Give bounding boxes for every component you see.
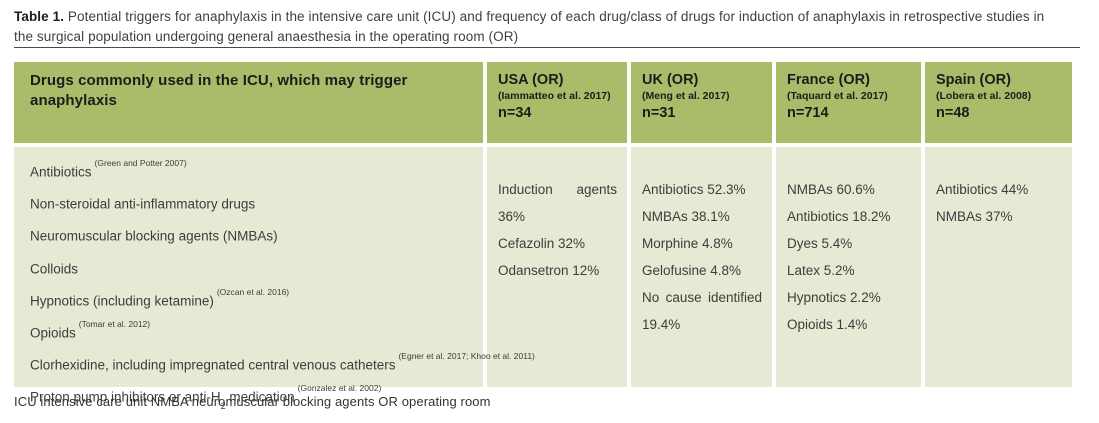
header-france-citation: (Taquard et al. 2017) <box>787 90 888 102</box>
frequency-item: NMBAs 38.1% <box>642 209 730 224</box>
drug-subscript: 2 <box>220 400 226 411</box>
drugs-list-cell: Antibiotics(Green and Potter 2007) Non-s… <box>14 147 535 423</box>
frequency-item: Antibiotics 44% <box>936 182 1029 197</box>
spain-frequencies-cell: Antibiotics 44% NMBAs 37% <box>925 147 1072 387</box>
drug-text: Antibiotics <box>30 164 92 180</box>
france-frequencies-cell: NMBAs 60.6% Antibiotics 18.2% Dyes 5.4% … <box>776 147 921 387</box>
header-uk-citation: (Meng et al. 2017) <box>642 90 730 102</box>
drug-citation: (Tomar et al. 2012) <box>78 318 151 329</box>
header-uk: UK (OR) (Meng et al. 2017) n=31 <box>631 62 772 143</box>
frequency-item: Induction agents 36% <box>498 182 617 224</box>
header-drugs-column: Drugs commonly used in the ICU, which ma… <box>14 62 483 143</box>
header-uk-n: n=31 <box>642 105 676 121</box>
frequency-item: Gelofusine 4.8% <box>642 263 742 278</box>
header-usa: USA (OR) (Iammatteo et al. 2017) n=34 <box>487 62 627 143</box>
drug-text-after: medication <box>225 389 295 405</box>
frequency-item: Morphine 4.8% <box>642 236 733 251</box>
drug-row: Non-steroidal anti-inflammatory drugs <box>30 189 471 221</box>
drug-row: Opioids(Tomar et al. 2012) <box>30 318 471 350</box>
frequency-item: NMBAs 37% <box>936 209 1013 224</box>
drug-row: Clorhexidine, including impregnated cent… <box>30 350 535 382</box>
drug-text: Neuromuscular blocking agents (NMBAs) <box>30 228 278 244</box>
drug-text: Non-steroidal anti-inflammatory drugs <box>30 196 256 212</box>
drug-text: Clorhexidine, including impregnated cent… <box>30 357 396 373</box>
table-footnote: ICU intensive care unit NMBA neuromuscul… <box>14 394 491 409</box>
frequency-item: Cefazolin 32% <box>498 236 586 251</box>
header-france: France (OR) (Taquard et al. 2017) n=714 <box>776 62 921 143</box>
header-france-name: France (OR) <box>787 72 870 88</box>
header-spain-n: n=48 <box>936 105 970 121</box>
usa-frequencies-cell: Induction agents 36% Cefazolin 32% Odans… <box>487 147 627 387</box>
drug-text: Colloids <box>30 261 79 277</box>
frequency-item: No cause identified 19.4% <box>642 290 762 332</box>
header-usa-citation: (Iammatteo et al. 2017) <box>498 90 611 102</box>
frequency-item: Antibiotics 52.3% <box>642 182 746 197</box>
frequency-item: Antibiotics 18.2% <box>787 209 891 224</box>
header-usa-name: USA (OR) <box>498 72 564 88</box>
frequency-item: Dyes 5.4% <box>787 236 853 251</box>
frequency-item: Latex 5.2% <box>787 263 855 278</box>
drug-citation: (Gonzalez et al. 2002) <box>297 383 382 394</box>
frequency-item: Opioids 1.4% <box>787 317 868 332</box>
drug-row: Latex <box>30 415 471 423</box>
drug-citation: (Egner et al. 2017; Khoo et al. 2011) <box>398 351 535 362</box>
header-france-n: n=714 <box>787 105 829 121</box>
drug-row: Colloids <box>30 254 471 286</box>
drug-row: Hypnotics (including ketamine)(Ozcan et … <box>30 286 471 318</box>
frequency-item: Odansetron 12% <box>498 263 600 278</box>
table-caption: Table 1. Potential triggers for anaphyla… <box>14 7 1062 46</box>
drug-citation: (Ozcan et al. 2016) <box>216 286 290 297</box>
frequency-item: Hypnotics 2.2% <box>787 290 881 305</box>
drug-citation: (Green and Potter 2007) <box>94 158 187 168</box>
header-spain-name: Spain (OR) <box>936 72 1011 88</box>
table-caption-text: Potential triggers for anaphylaxis in th… <box>14 9 1045 44</box>
drug-text: Hypnotics (including ketamine) <box>30 293 214 309</box>
drug-text: Opioids <box>30 325 76 341</box>
drug-row: Neuromuscular blocking agents (NMBAs) <box>30 221 471 253</box>
header-spain-citation: (Lobera et al. 2008) <box>936 90 1032 102</box>
drug-row: Antibiotics(Green and Potter 2007) <box>30 157 471 189</box>
drug-text: Proton pump inhibitors or anti-H <box>30 389 221 405</box>
caption-divider <box>14 47 1080 48</box>
header-usa-n: n=34 <box>498 105 532 121</box>
triggers-table: Drugs commonly used in the ICU, which ma… <box>14 62 1072 423</box>
uk-frequencies-cell: Antibiotics 52.3% NMBAs 38.1% Morphine 4… <box>631 147 772 387</box>
table-caption-label: Table 1. <box>14 9 65 24</box>
frequency-item: NMBAs 60.6% <box>787 182 875 197</box>
header-uk-name: UK (OR) <box>642 72 699 88</box>
drug-row: Proton pump inhibitors or anti-H2 medica… <box>30 382 471 414</box>
header-spain: Spain (OR) (Lobera et al. 2008) n=48 <box>925 62 1072 143</box>
